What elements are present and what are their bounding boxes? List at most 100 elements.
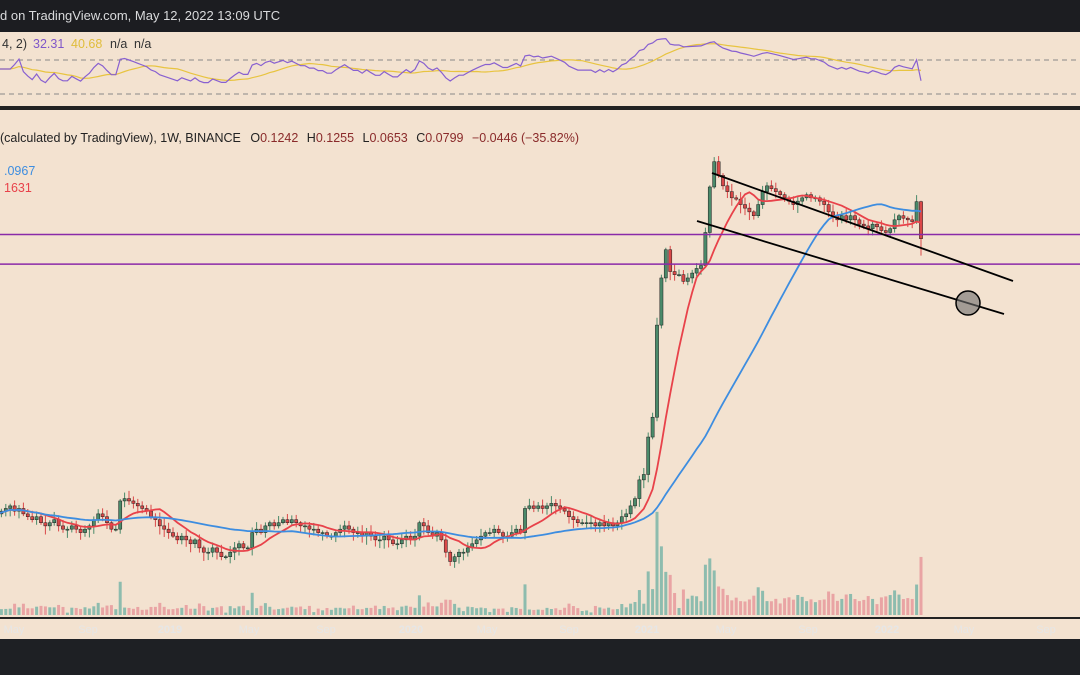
volume-bar <box>840 598 844 615</box>
candle <box>747 202 752 221</box>
candle <box>549 496 554 515</box>
volume-bar <box>818 600 822 615</box>
volume-bar <box>893 590 897 615</box>
volume-bar <box>523 584 527 615</box>
volume-bar <box>435 606 439 615</box>
volume-bar <box>857 601 861 615</box>
x-tick-label: May <box>4 624 25 636</box>
volume-bar <box>651 589 655 615</box>
candle <box>157 512 162 535</box>
volume-bar <box>717 586 721 615</box>
x-tick-label: May <box>239 624 260 636</box>
volume-bar <box>668 574 672 615</box>
candle <box>501 530 505 544</box>
volume-bar <box>259 605 263 615</box>
candle <box>263 522 268 538</box>
price-chart[interactable]: 4, 2) 32.31 40.68 n/a n/a (calculated by… <box>0 32 1080 639</box>
volume-bar <box>607 607 611 615</box>
candle <box>685 273 690 286</box>
volume-bar <box>739 601 743 615</box>
volume-bar <box>70 607 74 615</box>
volume-bar <box>219 606 223 615</box>
volume-bar <box>541 609 545 615</box>
volume-bar <box>681 589 685 615</box>
volume-bar <box>391 607 395 615</box>
candle <box>281 516 285 525</box>
candle <box>492 524 497 538</box>
volume-bar <box>673 592 677 615</box>
breakdown-circle[interactable] <box>955 290 981 316</box>
candle <box>43 515 48 535</box>
volume-bar <box>915 584 919 615</box>
volume-bar <box>233 608 237 615</box>
volume-bars <box>0 511 923 615</box>
volume-bar <box>250 592 254 615</box>
volume-bar <box>241 605 245 615</box>
volume-bar <box>272 609 276 615</box>
candle <box>729 183 734 206</box>
volume-bar <box>74 607 78 615</box>
volume-bar <box>554 608 558 615</box>
candle <box>602 514 607 532</box>
volume-bar <box>426 602 430 615</box>
volume-bar <box>422 606 426 615</box>
candle <box>892 213 897 233</box>
volume-bar <box>488 612 492 615</box>
volume-bar <box>765 601 769 615</box>
candle <box>655 317 659 422</box>
volume-bar <box>281 608 285 615</box>
volume-bar <box>224 612 228 615</box>
channel-upper-line[interactable] <box>711 172 1014 282</box>
volume-bar <box>875 604 879 615</box>
volume-bar <box>369 607 373 615</box>
volume-bar <box>910 598 914 615</box>
x-tick-label: Sep <box>559 624 579 636</box>
candle <box>426 519 431 536</box>
volume-bar <box>8 608 12 615</box>
volume-bar <box>567 603 571 615</box>
rsi-line <box>0 37 922 84</box>
volume-bar <box>268 606 272 615</box>
volume-bar <box>655 511 659 615</box>
volume-bar <box>197 603 201 615</box>
volume-bar <box>725 595 729 615</box>
candle <box>241 541 246 550</box>
volume-bar <box>659 546 663 615</box>
ma200-legend: .0967 <box>4 164 35 178</box>
ma50-line <box>0 191 922 552</box>
rsi-legend-na2: n/a <box>134 37 151 51</box>
published-text: d on TradingView.com, May 12, 2022 13:09… <box>0 8 281 23</box>
volume-bar <box>211 607 215 615</box>
volume-bar <box>545 607 549 615</box>
candle <box>681 270 686 285</box>
time-axis[interactable] <box>0 619 1080 639</box>
volume-bar <box>827 591 831 615</box>
volume-bar <box>39 605 43 615</box>
low-label: L <box>363 131 370 145</box>
open-label: O <box>250 131 260 145</box>
volume-bar <box>576 608 580 615</box>
channel-lower-line[interactable] <box>696 220 1005 315</box>
candle <box>580 518 585 526</box>
candle <box>919 200 923 256</box>
volume-bar <box>96 602 100 615</box>
volume-bar <box>633 602 637 615</box>
volume-bar <box>602 608 606 615</box>
candle <box>857 217 862 230</box>
volume-bar <box>615 609 619 615</box>
volume-bar <box>307 605 311 615</box>
volume-bar <box>184 605 188 615</box>
candle <box>135 498 140 514</box>
candle <box>465 542 470 557</box>
volume-bar <box>171 609 175 615</box>
candle <box>567 508 571 524</box>
candle <box>201 545 206 561</box>
volume-bar <box>21 603 25 615</box>
volume-bar <box>849 593 853 615</box>
volume-bar <box>549 609 553 615</box>
volume-bar <box>708 558 712 615</box>
candle <box>690 269 695 284</box>
x-tick-label: May <box>954 624 975 636</box>
volume-bar <box>404 605 408 615</box>
volume-bar <box>48 607 52 615</box>
